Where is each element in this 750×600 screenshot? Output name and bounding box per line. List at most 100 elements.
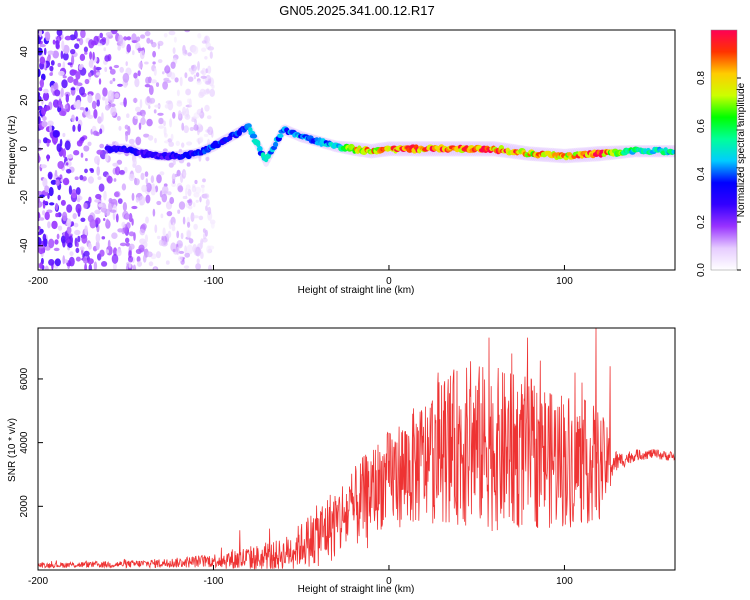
colorbar-tick-label: 0.2 — [696, 215, 707, 229]
noise-blob — [73, 150, 80, 156]
noise-blob — [209, 51, 213, 59]
noise-blob — [144, 61, 149, 65]
noise-blob — [48, 238, 55, 249]
noise-blob — [95, 66, 102, 71]
noise-blob — [41, 121, 48, 128]
noise-blob — [50, 85, 54, 94]
colorbar-tick-label: 0.4 — [696, 167, 707, 181]
noise-blob — [171, 182, 177, 188]
noise-blob — [98, 183, 105, 192]
noise-blob — [163, 120, 166, 127]
noise-blob — [170, 133, 174, 141]
noise-blob — [79, 174, 84, 181]
noise-blob — [49, 72, 53, 76]
snr-panel: -200 -100 0 100 2000 4000 6000 Height of stra… — [7, 327, 676, 595]
noise-blob — [177, 110, 182, 119]
noise-blob — [47, 193, 50, 200]
noise-blob — [183, 265, 190, 269]
noise-blob — [179, 76, 183, 87]
noise-blob — [153, 67, 157, 76]
noise-blob — [70, 87, 76, 91]
noise-blob — [172, 160, 176, 166]
noise-blob — [62, 177, 70, 186]
noise-blob — [193, 124, 199, 131]
noise-blob — [38, 107, 42, 111]
noise-blob — [202, 228, 206, 234]
snr-x-ticks: -200 -100 0 100 — [28, 565, 573, 587]
noise-blob — [41, 107, 46, 116]
noise-blob — [157, 235, 161, 240]
noise-blob — [204, 104, 210, 112]
noise-blob — [140, 172, 145, 181]
noise-blob — [42, 116, 47, 121]
noise-blob — [122, 72, 130, 83]
noise-blob — [140, 117, 146, 125]
noise-blob — [93, 109, 98, 119]
noise-blob — [56, 143, 62, 152]
noise-blob — [166, 211, 173, 217]
noise-blob — [154, 224, 158, 233]
noise-blob — [203, 89, 211, 95]
noise-blob — [53, 247, 60, 252]
noise-blob — [114, 92, 120, 99]
noise-blob — [138, 61, 143, 69]
noise-blob — [131, 218, 134, 226]
noise-blob — [80, 152, 84, 158]
noise-blob — [201, 47, 207, 53]
noise-blob — [57, 225, 63, 231]
noise-blob — [188, 238, 194, 244]
noise-blob — [156, 174, 162, 184]
noise-blob — [113, 191, 120, 198]
noise-blob — [177, 185, 184, 193]
noise-blob — [139, 49, 145, 60]
noise-blob — [94, 199, 101, 203]
noise-blob — [187, 76, 194, 82]
noise-blob — [135, 106, 141, 113]
noise-blob — [89, 51, 93, 60]
noise-blob — [116, 115, 121, 121]
noise-blob — [55, 179, 60, 187]
noise-blob — [46, 154, 50, 162]
noise-blob — [75, 187, 81, 195]
noise-blob — [75, 71, 81, 80]
noise-blob — [136, 36, 141, 42]
noise-blob — [44, 185, 50, 193]
noise-blob — [87, 141, 92, 147]
noise-blob — [157, 59, 163, 64]
noise-blob — [110, 106, 117, 117]
noise-blob — [132, 50, 135, 56]
noise-blob — [144, 234, 148, 243]
noise-blob — [71, 69, 78, 74]
noise-blob — [144, 171, 149, 177]
noise-blob — [208, 264, 212, 270]
noise-blob — [132, 97, 138, 103]
noise-blob — [209, 88, 215, 97]
noise-blob — [38, 226, 41, 230]
noise-blob — [178, 201, 186, 210]
noise-blob — [136, 111, 142, 116]
noise-blob — [135, 136, 142, 146]
noise-blob — [70, 221, 75, 227]
noise-blob — [111, 30, 118, 35]
noise-blob — [194, 186, 202, 194]
noise-blob — [125, 132, 128, 142]
noise-blob — [53, 83, 58, 90]
noise-blob — [76, 140, 83, 147]
noise-blob — [157, 112, 164, 116]
spectrogram-y-ticks: -40 -20 0 20 40 — [19, 46, 43, 253]
noise-blob — [76, 38, 81, 42]
noise-blob — [205, 229, 208, 237]
noise-blob — [165, 260, 170, 265]
noise-blob — [67, 62, 73, 66]
noise-blob — [174, 77, 179, 83]
noise-blob — [38, 143, 41, 147]
noise-blob — [117, 228, 124, 233]
noise-blob — [42, 177, 48, 188]
noise-blob — [193, 215, 200, 219]
noise-blob — [38, 190, 43, 196]
noise-blob — [74, 43, 80, 49]
noise-blob — [39, 56, 46, 65]
colorbar-tick-label: 0.6 — [696, 119, 707, 133]
y-tick-label: -20 — [19, 190, 30, 205]
noise-blob — [99, 32, 103, 39]
